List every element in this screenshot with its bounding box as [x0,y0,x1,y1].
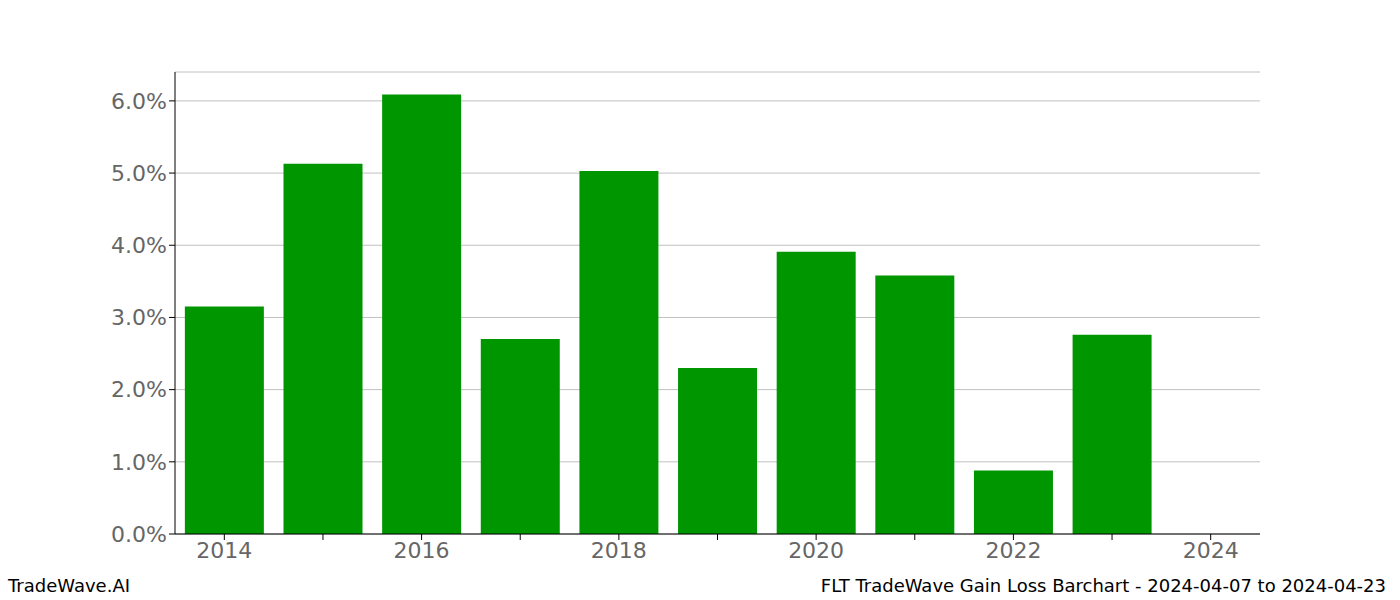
svg-text:3.0%: 3.0% [111,305,167,330]
svg-text:2022: 2022 [985,538,1041,563]
svg-text:4.0%: 4.0% [111,233,167,258]
svg-text:2.0%: 2.0% [111,377,167,402]
svg-text:2024: 2024 [1183,538,1239,563]
svg-text:0.0%: 0.0% [111,522,167,547]
svg-text:2014: 2014 [196,538,252,563]
svg-text:1.0%: 1.0% [111,450,167,475]
svg-text:2020: 2020 [788,538,844,563]
html-text:FLT TradeWave Gain Loss Barcha: FLT TradeWave Gain Loss Barchart - 2024-… [820,575,1386,596]
svg-text:2018: 2018 [591,538,647,563]
svg-text:6.0%: 6.0% [111,89,167,114]
html-text:TradeWave.AI: TradeWave.AI [8,575,130,596]
svg-text:5.0%: 5.0% [111,161,167,186]
svg-text:2016: 2016 [394,538,450,563]
